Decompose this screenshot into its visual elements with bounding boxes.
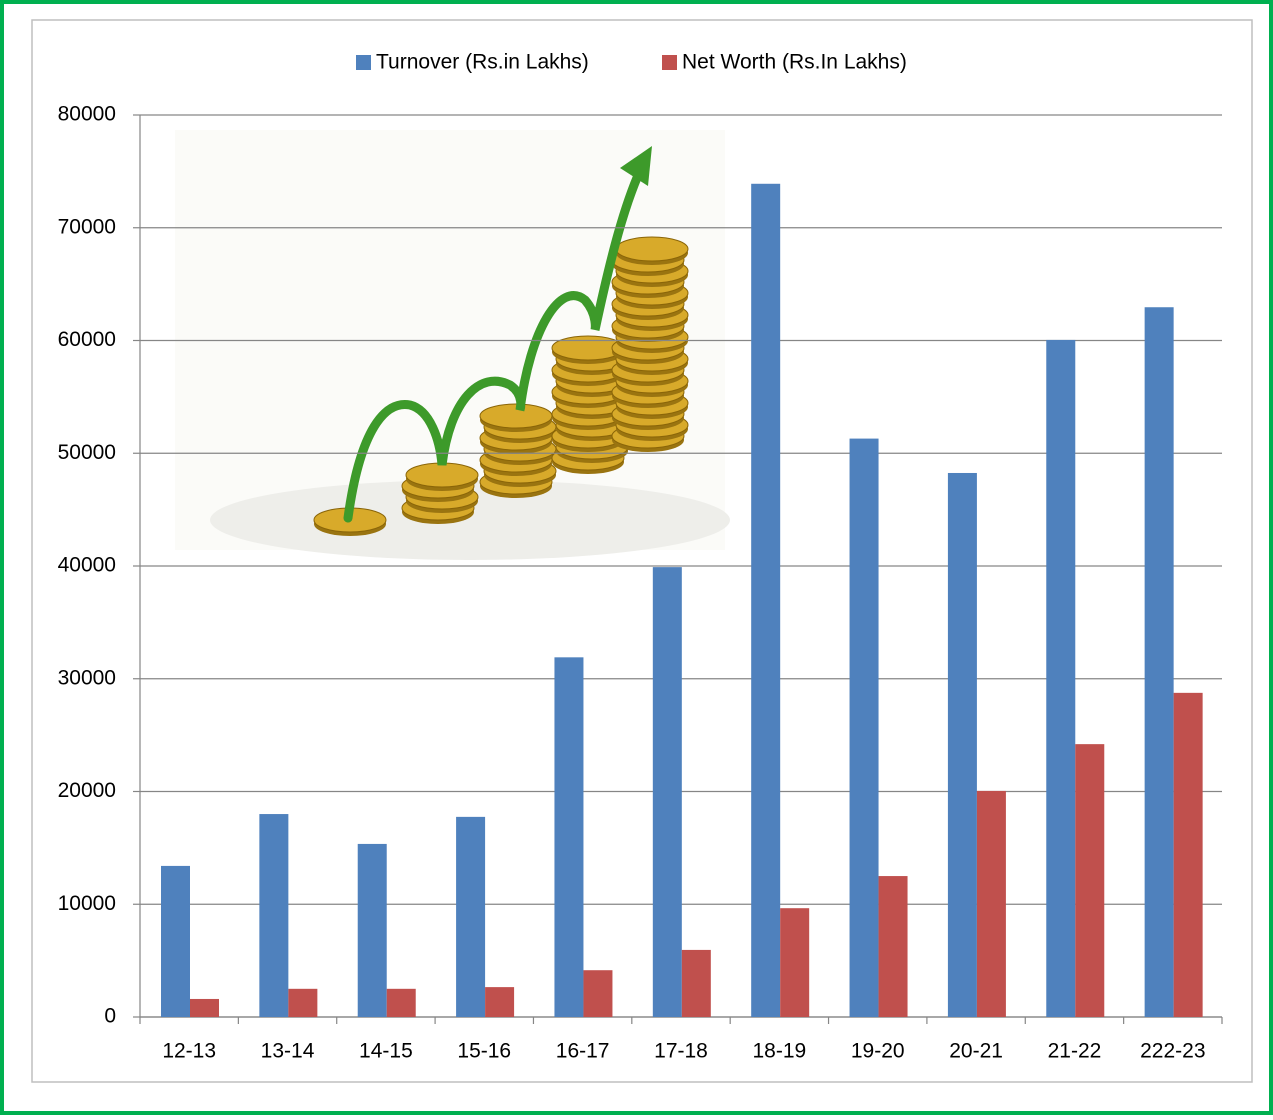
bar [358,844,387,1017]
bar [850,439,879,1017]
y-tick-label: 10000 [58,892,116,915]
y-tick-label: 40000 [58,554,116,577]
bar [456,817,485,1017]
bar [485,987,514,1017]
legend-label: Net Worth (Rs.In Lakhs) [682,51,907,74]
bar [554,657,583,1017]
bar [161,866,190,1017]
bar [387,989,416,1017]
y-tick-label: 80000 [58,103,116,126]
y-tick-label: 60000 [58,328,116,351]
chart: 0 10000 20000 30000 40000 50000 60000 70000 8000… [0,0,1273,1115]
legend-label: Turnover (Rs.in Lakhs) [376,51,589,74]
x-tick-label: 20-21 [949,1040,1003,1063]
bar [1145,307,1174,1017]
x-tick-label: 222-23 [1140,1040,1205,1063]
x-tick-label: 16-17 [556,1040,610,1063]
bar [1075,744,1104,1017]
bar [653,567,682,1017]
bar [1174,693,1203,1017]
x-tick-label: 19-20 [851,1040,905,1063]
y-tick-label: 0 [104,1005,116,1028]
bar [879,876,908,1017]
bar [780,908,809,1017]
x-tick-label: 17-18 [654,1040,708,1063]
y-tick-label: 50000 [58,441,116,464]
x-tick-label: 14-15 [359,1040,413,1063]
growth-illustration [175,130,730,560]
bar [977,791,1006,1017]
x-tick-label: 12-13 [162,1040,216,1063]
bar [751,184,780,1017]
legend-swatch [356,55,371,70]
legend-swatch [662,55,677,70]
x-tick-label: 18-19 [753,1040,807,1063]
bar [259,814,288,1017]
bar [288,989,317,1017]
coin [406,463,478,487]
coin [616,237,688,261]
y-tick-label: 30000 [58,666,116,689]
bar [190,999,219,1017]
bar [682,950,711,1017]
y-tick-label: 20000 [58,779,116,802]
x-tick-label: 15-16 [457,1040,511,1063]
x-tick-label: 13-14 [261,1040,315,1063]
x-tick-label: 21-22 [1048,1040,1102,1063]
bar [583,970,612,1017]
bar [948,473,977,1017]
y-tick-label: 70000 [58,215,116,238]
bar [1046,340,1075,1017]
